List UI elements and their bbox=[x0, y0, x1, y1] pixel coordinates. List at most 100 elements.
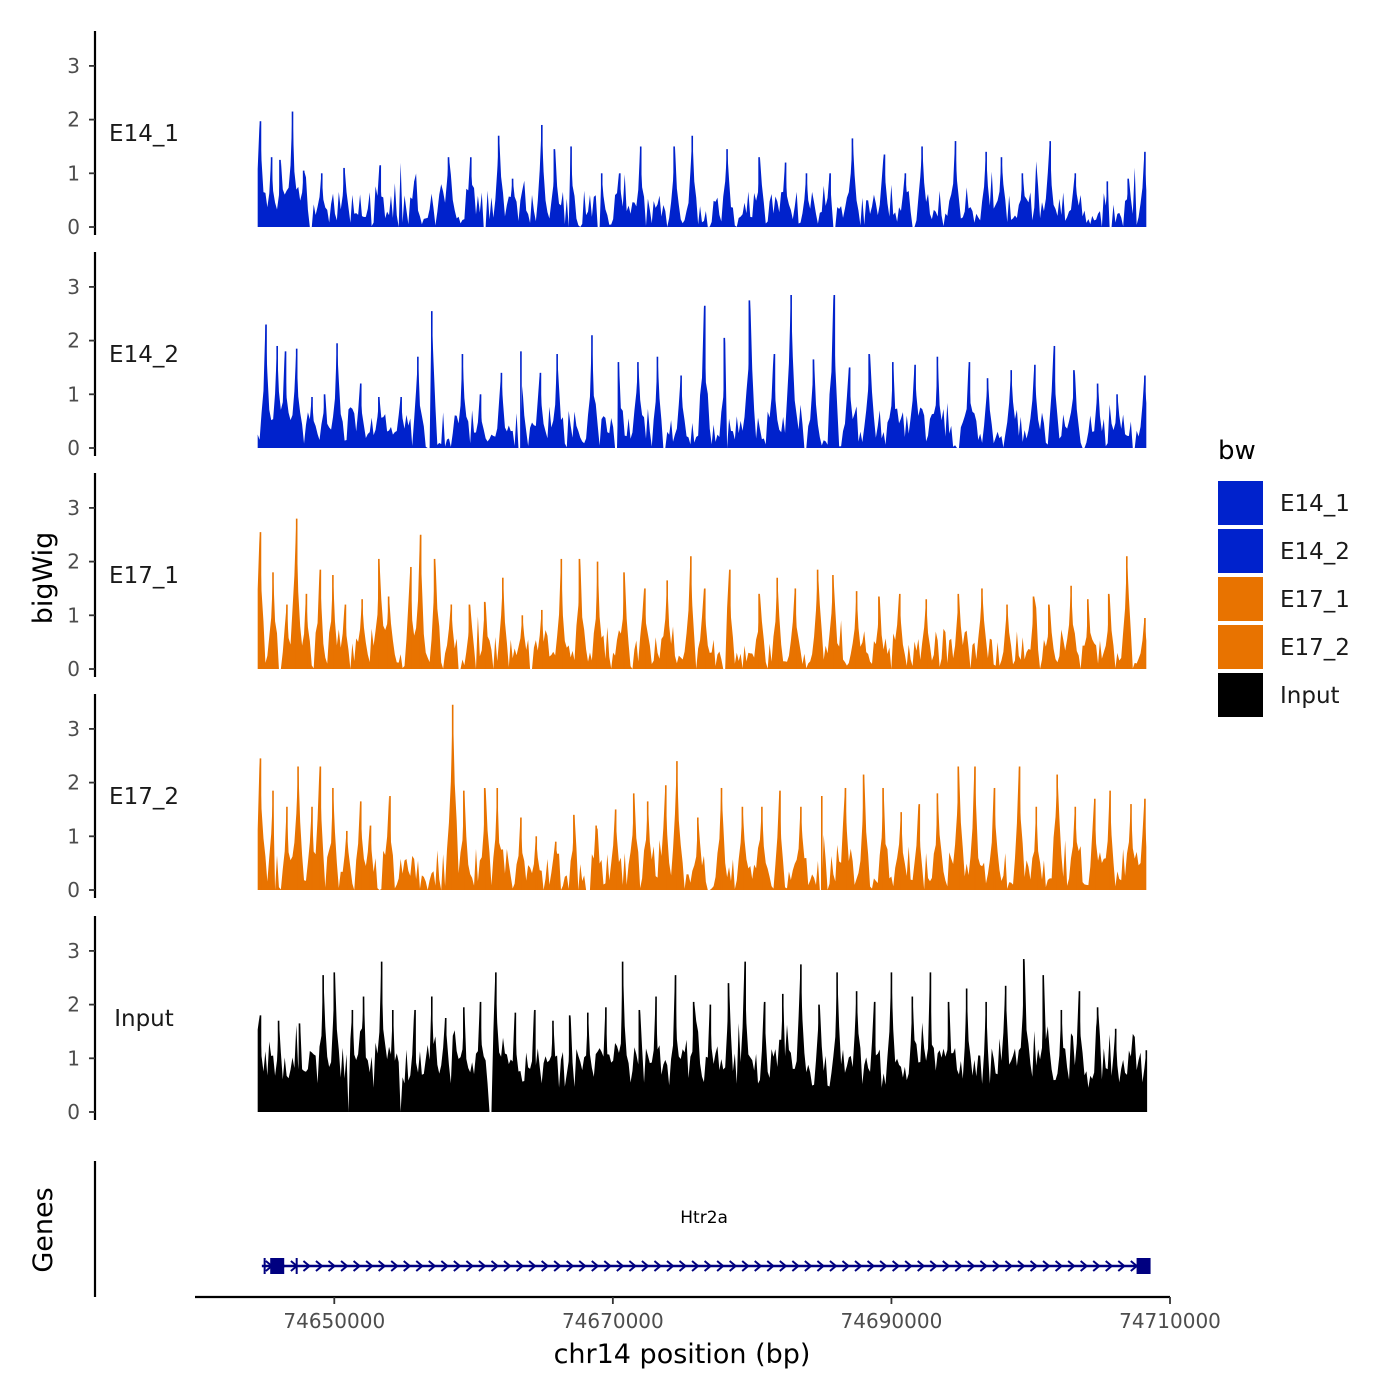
strand-arrow bbox=[378, 1260, 387, 1272]
y-tick-label-e17-2-2: 2 bbox=[67, 771, 80, 795]
y-tick-label-e14-2-3: 3 bbox=[67, 275, 80, 299]
strand-arrow bbox=[716, 1260, 725, 1272]
strand-arrow bbox=[528, 1260, 537, 1272]
signal-area-input bbox=[257, 958, 1147, 1112]
genes-axis-title: Genes bbox=[28, 1187, 59, 1272]
legend-label-e14-1: E14_1 bbox=[1280, 491, 1350, 517]
strand-arrow bbox=[678, 1260, 688, 1272]
y-tick-label-e14-2-0: 0 bbox=[67, 436, 80, 460]
strand-arrow bbox=[816, 1260, 825, 1272]
legend-swatch-e14-2 bbox=[1218, 529, 1263, 573]
signal-area-e17-2 bbox=[257, 704, 1147, 890]
strand-arrow bbox=[703, 1260, 713, 1272]
legend-label-input: Input bbox=[1280, 683, 1340, 709]
strand-arrow bbox=[515, 1260, 525, 1272]
signal-area-e17-1 bbox=[257, 518, 1147, 669]
strand-arrow bbox=[403, 1260, 412, 1272]
strand-arrow bbox=[478, 1260, 487, 1272]
strand-arrow bbox=[628, 1260, 637, 1272]
strand-arrow bbox=[779, 1260, 788, 1272]
peak-marks-e17-1 bbox=[259, 518, 1146, 669]
gene-htr2a: Htr2a bbox=[261, 1208, 1151, 1274]
y-tick-label-input-3: 3 bbox=[67, 939, 80, 963]
signal-area-e14-1 bbox=[257, 111, 1147, 227]
strand-arrow bbox=[578, 1260, 587, 1272]
strand-arrow bbox=[766, 1260, 775, 1272]
strand-arrow bbox=[866, 1260, 876, 1272]
y-tick-label-input-2: 2 bbox=[67, 993, 80, 1017]
y-tick-label-e14-1-2: 2 bbox=[67, 108, 80, 132]
y-tick-label-e14-1-1: 1 bbox=[67, 161, 80, 185]
y-tick-label-e17-2-0: 0 bbox=[67, 878, 80, 902]
peak-marks-input bbox=[259, 958, 1148, 1112]
strand-arrow bbox=[729, 1260, 738, 1272]
strand-arrow bbox=[453, 1260, 462, 1272]
x-axis: 74650000 74670000 74690000 74710000 bbox=[195, 1295, 1221, 1333]
strand-arrow bbox=[1054, 1260, 1064, 1272]
y-tick-label-e14-1-3: 3 bbox=[67, 54, 80, 78]
strand-arrow bbox=[804, 1260, 813, 1272]
strand-arrow bbox=[1079, 1260, 1089, 1272]
x-tick-label-74710000: 74710000 bbox=[1119, 1309, 1221, 1333]
track-e14-2: 0 1 2 3 E14_2 bbox=[67, 252, 1147, 460]
track-label-e14-2: E14_2 bbox=[109, 342, 179, 368]
strand-arrow bbox=[415, 1260, 424, 1272]
strand-arrow bbox=[352, 1260, 362, 1272]
exon-0 bbox=[270, 1258, 285, 1274]
strand-arrow bbox=[854, 1260, 863, 1272]
strand-arrow bbox=[917, 1260, 926, 1272]
strand-arrow bbox=[741, 1260, 750, 1272]
track-label-e17-1: E17_1 bbox=[109, 563, 179, 589]
strand-arrow bbox=[754, 1260, 763, 1272]
gene-label-htr2a: Htr2a bbox=[680, 1208, 728, 1228]
legend-swatch-e17-2 bbox=[1218, 625, 1263, 669]
y-tick-label-e17-2-3: 3 bbox=[67, 717, 80, 741]
strand-arrow bbox=[653, 1260, 662, 1272]
strand-arrow bbox=[992, 1260, 1001, 1272]
strand-arrow bbox=[879, 1260, 888, 1272]
strand-arrow bbox=[428, 1260, 437, 1272]
strand-arrow bbox=[791, 1260, 800, 1272]
strand-arrow bbox=[967, 1260, 976, 1272]
strand-arrow bbox=[1067, 1260, 1076, 1272]
strand-arrow bbox=[1017, 1260, 1026, 1272]
strand-arrow bbox=[841, 1260, 851, 1272]
strand-arrow bbox=[691, 1260, 700, 1272]
strand-arrow bbox=[566, 1260, 575, 1272]
strand-arrow bbox=[302, 1260, 311, 1272]
strand-arrow bbox=[641, 1260, 650, 1272]
peak-marks-e14-1 bbox=[259, 111, 1146, 227]
y-tick-label-input-1: 1 bbox=[67, 1046, 80, 1070]
signal-area-e14-2 bbox=[257, 294, 1147, 448]
strand-arrow bbox=[942, 1260, 951, 1272]
exon-1 bbox=[1136, 1258, 1151, 1274]
y-tick-label-e14-2-1: 1 bbox=[67, 382, 80, 406]
track-e17-2: 0 1 2 3 E17_2 bbox=[67, 694, 1147, 902]
y-tick-label-e17-1-2: 2 bbox=[67, 550, 80, 574]
strand-arrow bbox=[829, 1260, 838, 1272]
x-axis-ticks: 74650000 74670000 74690000 74710000 bbox=[283, 1297, 1221, 1333]
legend-swatch-input bbox=[1218, 673, 1263, 717]
track-label-e14-1: E14_1 bbox=[109, 121, 179, 147]
strand-arrow bbox=[327, 1260, 337, 1272]
strand-arrow bbox=[490, 1260, 500, 1272]
y-tick-label-e17-1-0: 0 bbox=[67, 657, 80, 681]
track-e14-1: 0 1 2 3 E14_1 bbox=[67, 31, 1147, 239]
legend-swatch-e14-1 bbox=[1218, 481, 1263, 525]
strand-arrow bbox=[540, 1260, 550, 1272]
y-tick-label-input-0: 0 bbox=[67, 1100, 80, 1124]
strand-arrow bbox=[979, 1260, 988, 1272]
legend-label-e17-1: E17_1 bbox=[1280, 587, 1350, 613]
strand-arrow bbox=[465, 1260, 474, 1272]
legend-swatch-e17-1 bbox=[1218, 577, 1263, 621]
y-tick-label-e17-2-1: 1 bbox=[67, 824, 80, 848]
strand-arrow bbox=[440, 1260, 449, 1272]
strand-arrow bbox=[666, 1260, 675, 1272]
x-tick-label-74650000: 74650000 bbox=[283, 1309, 385, 1333]
legend-title: bw bbox=[1218, 436, 1256, 466]
strand-arrow bbox=[1029, 1260, 1039, 1272]
strand-arrow bbox=[603, 1260, 612, 1272]
gene-panel: Htr2a bbox=[93, 1161, 1151, 1297]
strand-arrow bbox=[1092, 1260, 1101, 1272]
